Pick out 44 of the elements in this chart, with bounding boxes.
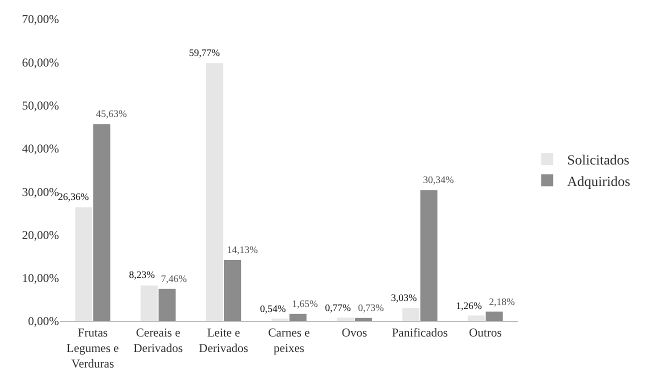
- data-label: 1,65%: [292, 299, 318, 310]
- bar: [402, 308, 420, 321]
- data-label: 3,03%: [391, 293, 417, 304]
- bar: [289, 314, 307, 321]
- bar: [206, 63, 224, 321]
- y-tick-label: 50,00%: [22, 98, 59, 112]
- y-tick-label: 60,00%: [22, 55, 59, 70]
- data-label: 45,63%: [96, 109, 127, 120]
- y-tick-label: 40,00%: [22, 142, 59, 156]
- legend-label: Adquiridos: [567, 174, 630, 190]
- data-label: 26,36%: [58, 192, 89, 203]
- bar: [224, 260, 242, 321]
- bar: [486, 312, 503, 321]
- x-tick-label: Panificados: [392, 325, 448, 340]
- data-label: 0,73%: [358, 303, 384, 314]
- x-tick-label: Ovos: [342, 325, 368, 340]
- bar: [354, 318, 372, 321]
- bar: [420, 190, 438, 321]
- bar: [158, 288, 176, 321]
- y-tick-label: 10,00%: [22, 271, 59, 286]
- bar: [93, 124, 110, 321]
- data-label: 1,26%: [456, 301, 482, 312]
- bar: [336, 318, 354, 321]
- bar: [75, 207, 92, 321]
- data-label: 7,46%: [161, 274, 187, 285]
- x-tick-label: Carnes e peixes: [268, 325, 310, 355]
- bar: [468, 316, 485, 321]
- y-tick-label: 0,00%: [28, 314, 59, 328]
- bar: [140, 285, 158, 321]
- legend-label: Solicitados: [567, 154, 630, 169]
- y-tick-label: 70,00%: [22, 12, 59, 26]
- data-label: 14,13%: [227, 245, 258, 256]
- y-tick-label: 20,00%: [22, 228, 59, 242]
- y-tick-label: 30,00%: [22, 184, 59, 199]
- x-tick-label: Frutas Legumes e Verduras: [66, 325, 119, 371]
- data-label: 0,54%: [260, 304, 286, 315]
- data-label: 2,18%: [489, 297, 515, 308]
- x-tick-label: Cereais e Derivados: [133, 325, 184, 355]
- data-label: 0,77%: [325, 303, 351, 314]
- x-tick-label: Leite e Derivados: [198, 325, 249, 355]
- data-label: 8,23%: [129, 270, 155, 281]
- data-label: 30,34%: [423, 175, 454, 186]
- x-tick-label: Outros: [468, 325, 502, 340]
- data-label: 59,77%: [189, 48, 220, 59]
